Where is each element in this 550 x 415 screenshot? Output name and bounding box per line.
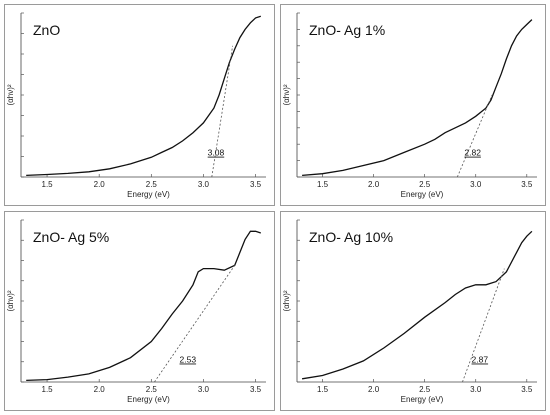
x-tick-label: 3.5 [250, 385, 262, 394]
x-tick-label: 1.5 [317, 180, 329, 189]
series-line [26, 15, 261, 177]
y-axis-label: (αhν)² [282, 290, 291, 311]
chart-panel-zno: 1.5 2.0 2.5 3.0 3.5 Energy (eV) (αhν)² ZnO 3.08 [4, 4, 275, 206]
x-axis-label: Energy (eV) [401, 190, 444, 199]
band-gap-label: 3.08 [208, 148, 225, 158]
x-tick-label: 1.5 [317, 385, 329, 394]
x-tick-label: 3.0 [470, 180, 482, 189]
y-axis-label: (αhν)² [6, 290, 15, 311]
chart-panel-zno-ag-1: 1.5 2.0 2.5 3.0 3.5 Energy (eV) (αhν)² ZnO- Ag … [280, 4, 546, 206]
x-tick-label: 3.0 [198, 180, 210, 189]
chart-panel-zno-ag-5: 1.5 2.0 2.5 3.0 3.5 Energy (eV) (αhν)² ZnO- Ag … [4, 211, 275, 411]
chart-svg: 1.5 2.0 2.5 3.0 3.5 Energy (eV) (αhν)² ZnO 3.08 [6, 12, 266, 199]
x-tick-label: 3.5 [521, 180, 533, 189]
x-tick-label: 2.0 [94, 385, 106, 394]
x-tick-label: 2.5 [146, 385, 158, 394]
x-axis-label: Energy (eV) [401, 395, 444, 404]
band-gap-label: 2.53 [180, 355, 197, 365]
y-axis-label: (αhν)² [6, 84, 15, 105]
x-tick-label: 1.5 [42, 385, 54, 394]
x-axis-label: Energy (eV) [127, 190, 170, 199]
tangent-line [456, 94, 493, 178]
x-tick-label: 3.0 [470, 385, 482, 394]
series-line [26, 230, 262, 382]
x-tick-label: 3.5 [250, 180, 262, 189]
x-tick-label: 2.0 [94, 180, 106, 189]
x-tick-label: 2.0 [368, 180, 380, 189]
y-axis-label: (αhν)² [282, 84, 291, 105]
chart-title: ZnO- Ag 1% [309, 22, 385, 38]
x-tick-label: 2.5 [419, 180, 431, 189]
x-axis-label: Energy (eV) [127, 395, 170, 404]
x-tick-label: 2.5 [146, 180, 158, 189]
tangent-line [154, 265, 236, 383]
x-tick-label: 1.5 [42, 180, 54, 189]
series-line [301, 230, 533, 380]
x-tick-label: 2.5 [419, 385, 431, 394]
chart-panel-zno-ag-10: 1.5 2.0 2.5 3.0 3.5 Energy (eV) (αhν)² ZnO- Ag … [280, 211, 546, 411]
series-line [302, 19, 533, 177]
chart-title: ZnO- Ag 5% [33, 229, 109, 245]
x-tick-label: 3.5 [521, 385, 533, 394]
tangent-line [462, 268, 505, 383]
chart-svg: 1.5 2.0 2.5 3.0 3.5 Energy (eV) (αhν)² ZnO- Ag … [282, 219, 537, 404]
chart-svg: 1.5 2.0 2.5 3.0 3.5 Energy (eV) (αhν)² ZnO- Ag … [6, 219, 266, 404]
band-gap-label: 2.82 [464, 148, 481, 158]
chart-svg: 1.5 2.0 2.5 3.0 3.5 Energy (eV) (αhν)² ZnO- Ag … [282, 12, 537, 199]
band-gap-label: 2.87 [472, 355, 489, 365]
chart-title: ZnO- Ag 10% [309, 229, 393, 245]
x-tick-label: 3.0 [198, 385, 210, 394]
x-tick-label: 2.0 [368, 385, 380, 394]
chart-title: ZnO [33, 22, 60, 38]
